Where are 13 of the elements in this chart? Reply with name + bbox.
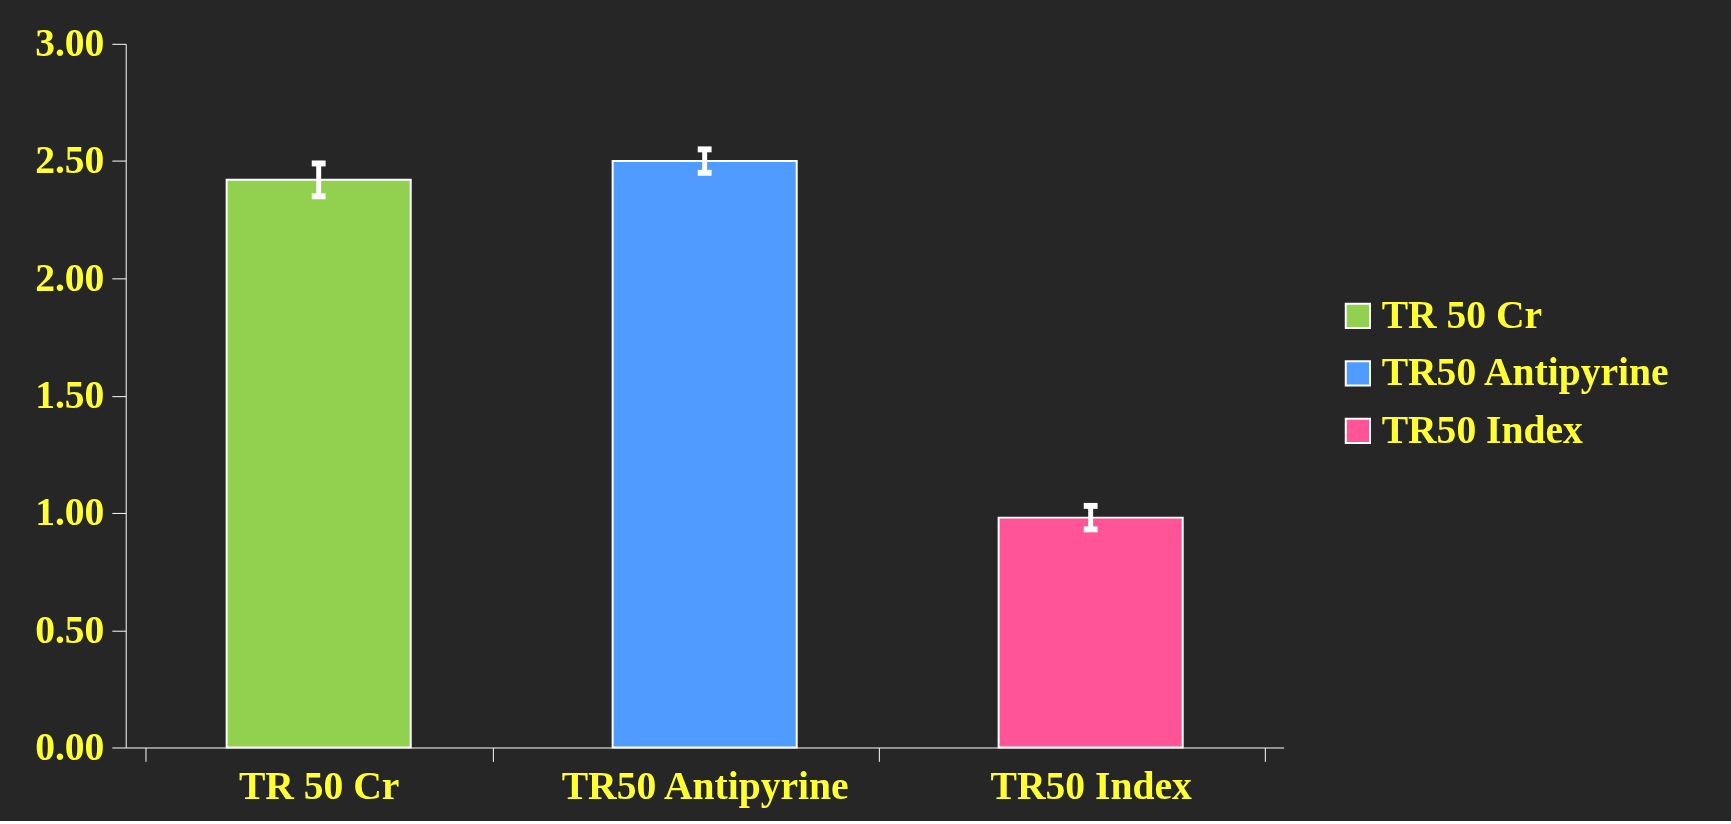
- x-tick-label: TR50 Antipyrine: [561, 764, 849, 809]
- legend-label: TR 50 Cr: [1381, 292, 1543, 337]
- y-tick-label: 0.00: [35, 724, 105, 769]
- y-tick-label: 2.00: [35, 255, 105, 300]
- y-tick-label: 3.00: [35, 21, 105, 66]
- legend-label: TR50 Index: [1381, 407, 1584, 452]
- y-tick-label: 1.50: [35, 373, 105, 418]
- y-tick-label: 0.50: [35, 607, 105, 652]
- y-tick-label: 2.50: [35, 138, 105, 183]
- y-tick-label: 1.00: [35, 490, 105, 535]
- x-tick-label: TR 50 Cr: [238, 764, 400, 809]
- legend-label: TR50 Antipyrine: [1381, 350, 1669, 395]
- x-tick-label: TR50 Index: [990, 764, 1192, 809]
